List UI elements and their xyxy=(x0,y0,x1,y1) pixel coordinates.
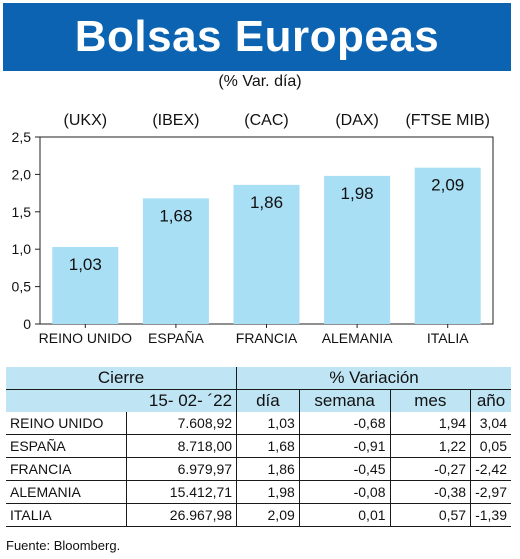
header-cierre: Cierre xyxy=(6,367,238,390)
x-category-label: REINO UNIDO xyxy=(39,330,132,346)
bar-chart: 0 0,5 1,0 1,5 2,0 2,5 1,03 (UKX) REINO UNIDO 1,68… xyxy=(12,112,494,346)
table-row: ESPAÑA 8.718,00 1,68 -0,91 1,22 0,05 xyxy=(6,434,511,458)
bar xyxy=(52,246,119,324)
index-code-label: (IBEX) xyxy=(152,112,199,129)
x-category-label: ESPAÑA xyxy=(148,330,204,346)
bar-value-label: 1,03 xyxy=(69,255,102,274)
row-mes: 1,22 xyxy=(390,434,472,458)
row-mes: 0,57 xyxy=(390,503,472,527)
y-tick-label: 2,5 xyxy=(12,129,32,145)
row-dia: 1,03 xyxy=(236,412,300,435)
row-country: ALEMANIA xyxy=(6,480,127,504)
x-category-label: ALEMANIA xyxy=(322,330,393,346)
chart-subtitle: (% Var. día) xyxy=(218,73,302,90)
row-cierre: 7.608,92 xyxy=(126,412,238,435)
row-country: REINO UNIDO xyxy=(6,412,127,435)
x-category-label: ITALIA xyxy=(427,330,469,346)
x-category-label: FRANCIA xyxy=(236,330,298,346)
index-code-label: (CAC) xyxy=(244,112,288,129)
row-cierre: 8.718,00 xyxy=(126,434,238,458)
header-anio: año xyxy=(470,389,511,412)
index-code-label: (UKX) xyxy=(64,112,108,129)
row-mes: -0,27 xyxy=(390,457,472,481)
row-cierre: 15.412,71 xyxy=(126,480,238,504)
row-mes: 1,94 xyxy=(390,412,472,435)
y-tick-label: 1,0 xyxy=(12,241,32,257)
header-variacion: % Variación xyxy=(236,367,511,390)
row-anio: 3,04 xyxy=(470,412,511,435)
source-note: Fuente: Bloomberg. xyxy=(6,538,121,553)
row-dia: 1,86 xyxy=(236,457,300,481)
header-dia: día xyxy=(236,389,300,412)
row-semana: -0,91 xyxy=(299,434,391,458)
y-tick-label: 0 xyxy=(23,316,31,332)
row-cierre: 6.979,97 xyxy=(126,457,238,481)
table-row: ALEMANIA 15.412,71 1,98 -0,08 -0,38 -2,9… xyxy=(6,480,511,504)
y-tick-label: 1,5 xyxy=(12,204,32,220)
row-dia: 2,09 xyxy=(236,503,300,527)
table-header-row-2: 15- 02- ´22 día semana mes año xyxy=(6,389,511,412)
table-row: REINO UNIDO 7.608,92 1,03 -0,68 1,94 3,0… xyxy=(6,412,511,435)
header-date: 15- 02- ´22 xyxy=(6,389,238,412)
row-semana: 0,01 xyxy=(299,503,391,527)
row-anio: -2,97 xyxy=(470,480,511,504)
bar xyxy=(142,198,209,324)
header-semana: semana xyxy=(299,389,391,412)
index-code-label: (DAX) xyxy=(335,112,379,129)
row-anio: -1,39 xyxy=(470,503,511,527)
title-banner: Bolsas Europeas xyxy=(3,3,511,71)
y-tick-label: 2,0 xyxy=(12,166,32,182)
row-dia: 1,98 xyxy=(236,480,300,504)
y-tick-label: 0,5 xyxy=(12,279,32,295)
row-country: ITALIA xyxy=(6,503,127,527)
table-row: ITALIA 26.967,98 2,09 0,01 0,57 -1,39 xyxy=(6,503,511,527)
bar-value-label: 1,98 xyxy=(341,184,374,203)
summary-table: Cierre % Variación 15- 02- ´22 día seman… xyxy=(6,367,511,527)
bar-value-label: 2,09 xyxy=(431,176,464,195)
row-semana: -0,08 xyxy=(299,480,391,504)
chart-title: Bolsas Europeas xyxy=(74,12,440,61)
row-anio: 0,05 xyxy=(470,434,511,458)
bar xyxy=(414,167,481,324)
row-country: ESPAÑA xyxy=(6,434,127,458)
row-anio: -2,42 xyxy=(470,457,511,481)
row-dia: 1,68 xyxy=(236,434,300,458)
table-header-row-1: Cierre % Variación xyxy=(6,367,511,390)
row-country: FRANCIA xyxy=(6,457,127,481)
table-row: FRANCIA 6.979,97 1,86 -0,45 -0,27 -2,42 xyxy=(6,457,511,481)
row-cierre: 26.967,98 xyxy=(126,503,238,527)
index-code-label: (FTSE MIB) xyxy=(405,112,489,129)
row-semana: -0,68 xyxy=(299,412,391,435)
bar-value-label: 1,68 xyxy=(159,206,192,225)
bar-value-label: 1,86 xyxy=(250,193,283,212)
bar xyxy=(233,184,300,324)
bar xyxy=(324,175,391,324)
row-mes: -0,38 xyxy=(390,480,472,504)
row-semana: -0,45 xyxy=(299,457,391,481)
header-mes: mes xyxy=(390,389,472,412)
